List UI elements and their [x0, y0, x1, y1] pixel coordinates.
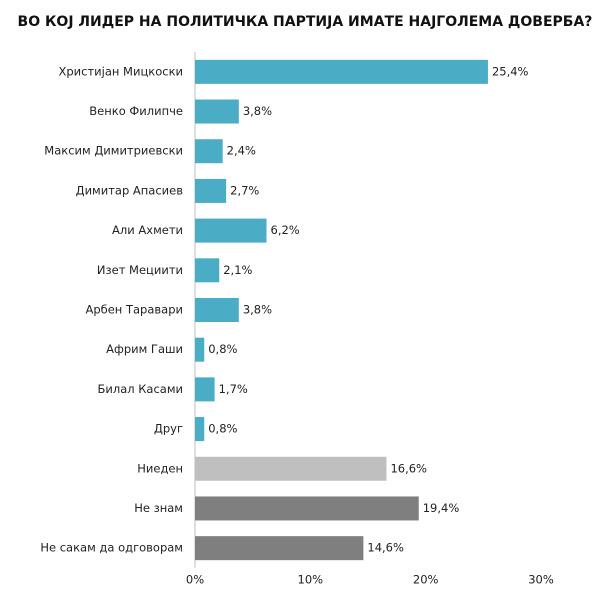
bar: [195, 298, 239, 322]
value-label: 19,4%: [423, 501, 460, 515]
y-tick-label: Ниеден: [137, 461, 183, 475]
bar: [195, 417, 205, 442]
bar: [195, 59, 488, 84]
bar: [195, 139, 223, 164]
value-label: 2,1%: [223, 263, 252, 277]
y-tick-label: Димитар Апасиев: [76, 183, 184, 197]
bar: [195, 456, 387, 481]
value-label: 2,7%: [230, 183, 259, 197]
y-tick-label: Максим Димитриевски: [44, 144, 183, 158]
value-label: 1,7%: [219, 382, 248, 396]
y-tick-label: Африм Гаши: [106, 342, 183, 356]
y-tick-label: Венко Филипче: [89, 104, 183, 118]
value-label: 25,4%: [492, 64, 529, 78]
value-label: 6,2%: [271, 223, 300, 237]
value-label: 0,8%: [208, 422, 237, 436]
value-label: 14,6%: [367, 541, 404, 555]
x-tick-label: 20%: [413, 573, 439, 587]
bar: [195, 377, 215, 402]
y-tick-label: Не знам: [134, 501, 183, 515]
x-tick-label: 0%: [186, 573, 204, 587]
y-tick-label: Изет Мециити: [97, 263, 183, 277]
x-tick-label: 30%: [528, 573, 554, 587]
value-label: 3,8%: [243, 303, 272, 317]
value-label: 0,8%: [208, 342, 237, 356]
value-label: 3,8%: [243, 104, 272, 118]
bar: [195, 99, 239, 124]
bar: [195, 337, 205, 362]
bar: [195, 258, 220, 283]
y-tick-label: Али Ахмети: [112, 223, 183, 237]
bar: [195, 218, 267, 243]
y-tick-label: Не сакам да одговорам: [40, 541, 183, 555]
chart-title: ВО КОЈ ЛИДЕР НА ПОЛИТИЧКА ПАРТИЈА ИМАТЕ …: [18, 14, 593, 30]
y-tick-label: Христијан Мицкоски: [58, 64, 183, 78]
y-tick-label: Билал Касами: [98, 382, 184, 396]
y-tick-label: Арбен Таравари: [85, 303, 183, 317]
value-label: 2,4%: [227, 144, 256, 158]
bar: [195, 496, 419, 521]
y-tick-label: Друг: [154, 422, 183, 436]
bar: [195, 536, 364, 561]
x-tick-label: 10%: [298, 573, 324, 587]
value-label: 16,6%: [390, 461, 427, 475]
bar: [195, 178, 227, 203]
